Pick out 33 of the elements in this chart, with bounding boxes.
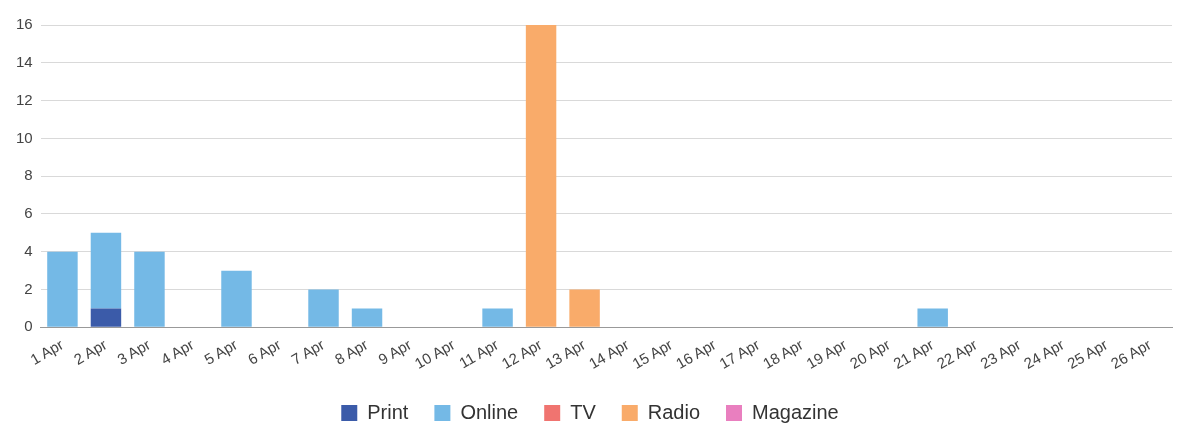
y-tick-label: 0	[24, 317, 33, 335]
y-tick-label: 4	[24, 241, 33, 259]
bar	[525, 25, 557, 327]
y-tick-label: 2	[24, 279, 33, 297]
x-tick-label: 5 Apr	[201, 335, 241, 368]
legend-label: Online	[460, 400, 519, 423]
bar	[351, 308, 383, 327]
bar	[221, 270, 252, 327]
bar	[90, 308, 122, 327]
y-tick-label: 14	[16, 52, 33, 70]
bar	[47, 251, 78, 327]
x-tick-label: 4 Apr	[157, 335, 197, 368]
legend-label: Magazine	[752, 400, 839, 423]
y-tick-label: 8	[24, 166, 33, 184]
y-tick-label: 10	[16, 128, 33, 146]
y-tick-label: 16	[16, 15, 33, 33]
x-tick-label: 8 Apr	[331, 335, 371, 368]
bar	[134, 251, 165, 327]
legend-label: Radio	[647, 400, 701, 423]
x-tick-label: 1 Apr	[27, 335, 67, 368]
y-tick-label: 6	[24, 204, 33, 222]
x-tick-label: 6 Apr	[244, 335, 284, 368]
bar	[569, 289, 600, 327]
legend-label: TV	[570, 400, 597, 423]
x-tick-label: 3 Apr	[114, 335, 154, 368]
y-tick-label: 12	[16, 90, 33, 108]
bar	[90, 232, 122, 309]
bar	[308, 289, 339, 327]
x-tick-label: 2 Apr	[70, 335, 110, 368]
legend-label: Print	[367, 400, 409, 423]
x-tick-label: 7 Apr	[288, 335, 328, 368]
bar	[917, 308, 948, 327]
bar	[482, 308, 513, 327]
